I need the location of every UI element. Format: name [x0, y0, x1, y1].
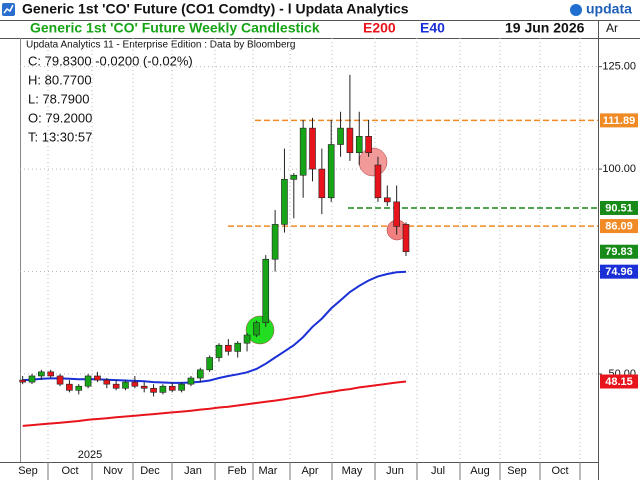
candle-body [140, 385, 148, 389]
info-panel: Updata Analytics 11 - Enterprise Edition… [20, 38, 598, 462]
candle-body [383, 197, 391, 203]
info-line: O: 79.2000 [28, 110, 92, 125]
x-tick-label: Apr [301, 465, 318, 477]
candle-body [19, 379, 26, 383]
x-tick-label: Feb [228, 465, 247, 477]
title-bar [0, 0, 640, 20]
info-line: H: 80.7700 [28, 72, 92, 87]
candle-body [290, 174, 298, 180]
candle-body [84, 375, 92, 387]
candle-body [262, 258, 270, 324]
x-tick-label: Aug [470, 465, 490, 477]
candle-body [94, 375, 101, 381]
window-title: Generic 1st 'CO' Future (CO1 Comdty) - l… [22, 1, 409, 17]
candle-body [56, 375, 64, 385]
x-tick-label: Mar [259, 465, 278, 477]
logo-icon [570, 4, 582, 16]
chart-date: 19 Jun 2026 [505, 20, 585, 36]
candle-body [206, 357, 213, 371]
candle-body [159, 385, 167, 393]
candle-body [365, 136, 372, 154]
price-marker [600, 200, 638, 215]
x-tick-label: Oct [61, 465, 78, 477]
y-tick-label: 100.00 [602, 163, 636, 175]
candle-body [299, 127, 307, 176]
candle-body [402, 224, 410, 253]
price-marker [600, 264, 638, 279]
candle-body [131, 381, 139, 387]
price-marker-label: 74.96 [605, 266, 633, 278]
candle-body [318, 168, 326, 199]
candle-body [327, 144, 335, 199]
candle-body [38, 371, 45, 377]
candle-body [243, 334, 251, 344]
candle-body [355, 136, 363, 154]
price-marker-label: 86.09 [605, 220, 633, 232]
price-marker-label: 79.83 [605, 246, 633, 258]
candle-body [337, 127, 344, 145]
candle-body [234, 342, 241, 352]
candle-body [374, 164, 382, 199]
candle-body [112, 383, 120, 389]
x-tick-label: Nov [103, 465, 123, 477]
candle-body [168, 385, 176, 391]
price-marker [600, 219, 638, 234]
x-tick-label: Oct [551, 465, 568, 477]
legend-entry: E40 [420, 20, 445, 36]
year-label: 2025 [78, 449, 102, 461]
candle-body [66, 383, 73, 391]
candle-body [215, 344, 223, 358]
candle-body [103, 379, 111, 385]
x-tick-label: May [342, 465, 363, 477]
candle-body [225, 344, 232, 352]
candle-body [150, 387, 157, 393]
candle-body [187, 377, 195, 385]
price-marker-label: 111.89 [603, 115, 635, 127]
info-source: Updata Analytics 11 - Enterprise Edition… [26, 40, 295, 51]
price-marker [600, 374, 638, 389]
ma-line [22, 380, 407, 427]
candle-body [393, 201, 400, 227]
price-marker-label: 90.51 [605, 202, 633, 214]
x-tick-label: Jun [386, 465, 404, 477]
candle-body [178, 383, 185, 391]
corner-label: Ar [606, 21, 618, 35]
candle-body [122, 381, 129, 389]
signal-marker [358, 147, 388, 177]
candle-body [75, 385, 83, 391]
candle-body [346, 127, 354, 154]
chart-title: Generic 1st 'CO' Future Weekly Candlesti… [30, 20, 320, 36]
candle-body [28, 375, 36, 383]
x-tick-label: Dec [140, 465, 160, 477]
info-line: L: 78.7900 [28, 91, 89, 106]
price-marker [600, 113, 638, 128]
ma-line [22, 270, 407, 384]
x-tick-label: Sep [18, 465, 38, 477]
x-tick-label: Jan [184, 465, 202, 477]
candle-body [197, 369, 204, 379]
info-line: C: 79.8300 -0.0200 (-0.02%) [28, 53, 193, 68]
price-marker-label: 48.15 [605, 376, 633, 388]
logo: updata [586, 1, 632, 17]
candle-body [47, 371, 55, 377]
x-tick-label: Sep [507, 465, 527, 477]
app-icon-glyph [3, 4, 14, 14]
legend-entry: E200 [363, 20, 396, 36]
y-tick-label: 125.00 [602, 61, 636, 73]
candle-body [271, 224, 279, 260]
candle-body [253, 322, 260, 336]
price-marker [600, 244, 638, 259]
info-line: T: 13:30:57 [28, 129, 92, 144]
x-tick-label: Jul [431, 465, 445, 477]
candle-body [281, 179, 288, 225]
candle-body [309, 127, 316, 170]
